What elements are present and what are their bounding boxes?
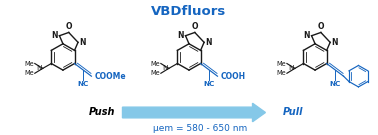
Text: N: N: [206, 38, 212, 47]
Text: N: N: [332, 38, 338, 47]
Text: Me: Me: [150, 60, 160, 67]
Text: N: N: [288, 65, 294, 71]
Text: O: O: [192, 23, 198, 31]
Text: COOH: COOH: [220, 72, 246, 81]
Text: COOMe: COOMe: [94, 72, 126, 81]
Text: O: O: [318, 23, 324, 31]
Text: Me: Me: [24, 70, 34, 76]
FancyArrow shape: [122, 103, 265, 122]
Text: N: N: [178, 31, 184, 40]
Text: N: N: [304, 31, 310, 40]
Text: N: N: [51, 31, 58, 40]
Text: N: N: [79, 38, 86, 47]
Text: Me: Me: [276, 70, 286, 76]
Text: NC: NC: [77, 81, 89, 87]
Text: N: N: [162, 65, 168, 71]
Text: N: N: [36, 65, 42, 71]
Text: O: O: [65, 23, 72, 31]
Text: NC: NC: [203, 81, 215, 87]
Text: VBDfluors: VBDfluors: [151, 5, 227, 18]
Text: Pull: Pull: [282, 107, 303, 117]
Text: NC: NC: [329, 81, 341, 87]
Text: μem = 580 - 650 nm: μem = 580 - 650 nm: [153, 124, 247, 133]
Text: Me: Me: [24, 60, 34, 67]
Text: Me: Me: [150, 70, 160, 76]
Text: Me: Me: [276, 60, 286, 67]
Text: Push: Push: [89, 107, 116, 117]
